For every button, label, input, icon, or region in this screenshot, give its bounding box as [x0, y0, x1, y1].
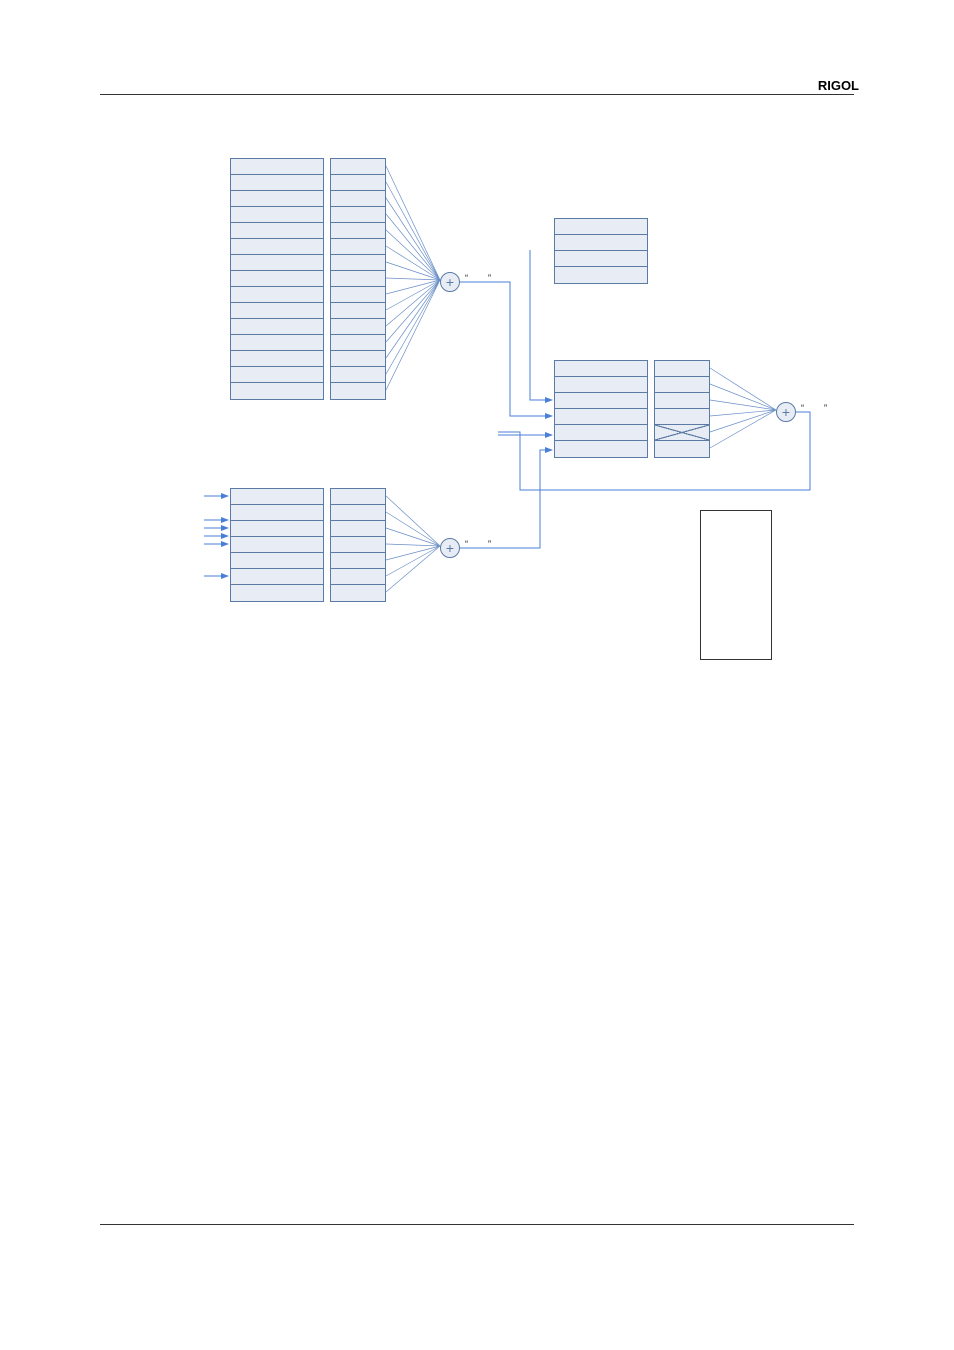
operation-enable-register — [330, 488, 386, 602]
operation-or-node: + — [440, 538, 460, 558]
brand-header: RIGOL — [818, 78, 859, 93]
legend-box — [700, 510, 772, 660]
quote-mark: “ — [465, 539, 468, 549]
operation-condition-register — [230, 488, 324, 602]
header-rule — [100, 94, 854, 95]
quote-mark: ” — [824, 403, 827, 413]
status-byte-register — [554, 360, 648, 458]
questionable-or-node: + — [440, 272, 460, 292]
status-system-diagram: + “ ” + “ ” + “ ” — [100, 150, 854, 750]
footer-rule — [100, 1224, 854, 1225]
quote-mark: ” — [488, 273, 491, 283]
status-or-node: + — [776, 402, 796, 422]
status-byte-enable-register — [654, 360, 710, 458]
questionable-condition-register — [230, 158, 324, 400]
error-queue-register — [554, 218, 648, 284]
quote-mark: “ — [465, 273, 468, 283]
quote-mark: “ — [801, 403, 804, 413]
quote-mark: ” — [488, 539, 491, 549]
questionable-enable-register — [330, 158, 386, 400]
connector-lines — [100, 150, 854, 750]
